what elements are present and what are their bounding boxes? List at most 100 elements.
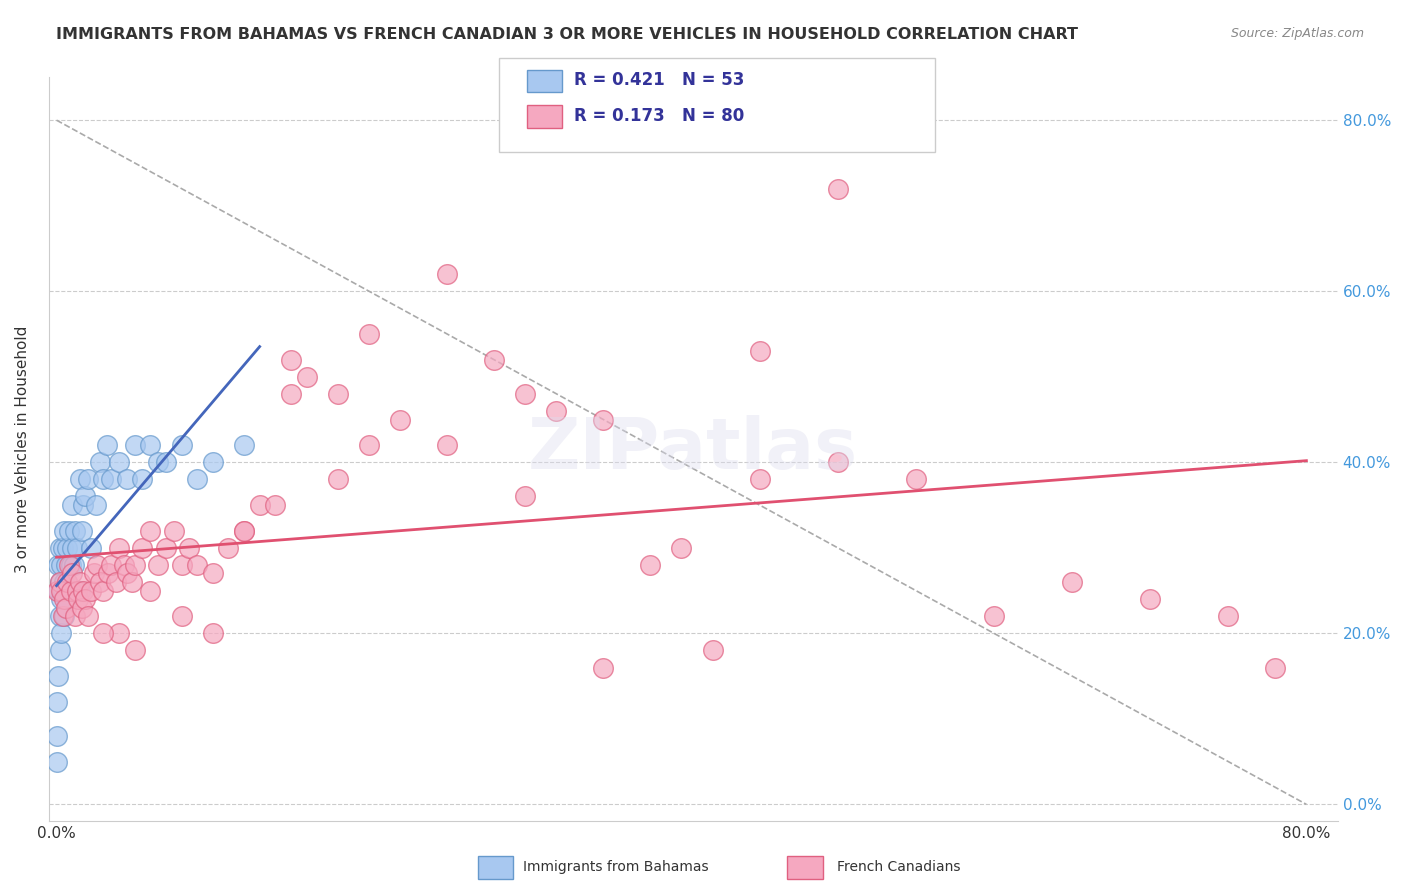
Point	[108, 626, 131, 640]
Point	[100, 472, 122, 486]
Point	[84, 498, 107, 512]
Point	[76, 609, 98, 624]
Point	[70, 600, 93, 615]
Point	[217, 541, 239, 555]
Point	[73, 490, 96, 504]
Point	[904, 472, 927, 486]
Point	[139, 583, 162, 598]
Text: IMMIGRANTS FROM BAHAMAS VS FRENCH CANADIAN 3 OR MORE VEHICLES IN HOUSEHOLD CORRE: IMMIGRANTS FROM BAHAMAS VS FRENCH CANADI…	[56, 27, 1078, 42]
Point	[53, 574, 76, 589]
Point	[93, 583, 115, 598]
Point	[69, 583, 91, 598]
Point	[112, 558, 135, 572]
Point	[233, 524, 256, 538]
Point	[115, 566, 138, 581]
Point	[48, 574, 70, 589]
Point	[326, 472, 349, 486]
Point	[48, 574, 70, 589]
Point	[72, 498, 94, 512]
Point	[702, 643, 724, 657]
Point	[53, 592, 76, 607]
Point	[45, 755, 67, 769]
Point	[51, 626, 73, 640]
Point	[748, 472, 770, 486]
Point	[357, 438, 380, 452]
Point	[65, 524, 87, 538]
Point	[124, 558, 146, 572]
Point	[1264, 660, 1286, 674]
Point	[170, 609, 193, 624]
Point	[60, 566, 83, 581]
Point	[53, 524, 76, 538]
Point	[108, 541, 131, 555]
Point	[45, 583, 67, 598]
Point	[52, 541, 75, 555]
Point	[51, 592, 73, 607]
Point	[179, 541, 201, 555]
Point	[80, 583, 103, 598]
Point	[1218, 609, 1240, 624]
Point	[139, 438, 162, 452]
Point	[170, 558, 193, 572]
Point	[104, 574, 127, 589]
Point	[51, 583, 73, 598]
Point	[592, 412, 614, 426]
Point	[66, 583, 89, 598]
Point	[124, 643, 146, 657]
Point	[124, 438, 146, 452]
Y-axis label: 3 or more Vehicles in Household: 3 or more Vehicles in Household	[15, 326, 30, 574]
Point	[280, 352, 302, 367]
Text: French Canadians: French Canadians	[837, 860, 960, 874]
Point	[249, 498, 271, 512]
Point	[72, 583, 94, 598]
Point	[59, 558, 82, 572]
Point	[86, 558, 108, 572]
Point	[52, 583, 75, 598]
Point	[671, 541, 693, 555]
Point	[389, 412, 412, 426]
Point	[121, 574, 143, 589]
Point	[1060, 574, 1083, 589]
Point	[65, 609, 87, 624]
Point	[201, 566, 224, 581]
Point	[52, 609, 75, 624]
Point	[146, 455, 169, 469]
Point	[546, 404, 568, 418]
Point	[58, 558, 80, 572]
Point	[58, 524, 80, 538]
Point	[131, 541, 153, 555]
Point	[326, 387, 349, 401]
Text: R = 0.421   N = 53: R = 0.421 N = 53	[574, 71, 744, 89]
Point	[748, 344, 770, 359]
Point	[48, 643, 70, 657]
Point	[56, 541, 79, 555]
Point	[201, 455, 224, 469]
Point	[186, 472, 208, 486]
Point	[482, 352, 505, 367]
Point	[100, 558, 122, 572]
Point	[67, 592, 90, 607]
Point	[93, 626, 115, 640]
Point	[51, 558, 73, 572]
Point	[46, 583, 69, 598]
Point	[93, 472, 115, 486]
Point	[264, 498, 287, 512]
Text: Immigrants from Bahamas: Immigrants from Bahamas	[523, 860, 709, 874]
Point	[131, 472, 153, 486]
Point	[233, 438, 256, 452]
Point	[436, 438, 458, 452]
Point	[45, 695, 67, 709]
Point	[592, 660, 614, 674]
Point	[73, 592, 96, 607]
Point	[89, 455, 111, 469]
Point	[69, 472, 91, 486]
Point	[48, 541, 70, 555]
Point	[46, 558, 69, 572]
Point	[56, 574, 79, 589]
Point	[827, 181, 849, 195]
Point	[155, 541, 177, 555]
Point	[76, 472, 98, 486]
Point	[58, 583, 80, 598]
Point	[53, 609, 76, 624]
Point	[66, 541, 89, 555]
